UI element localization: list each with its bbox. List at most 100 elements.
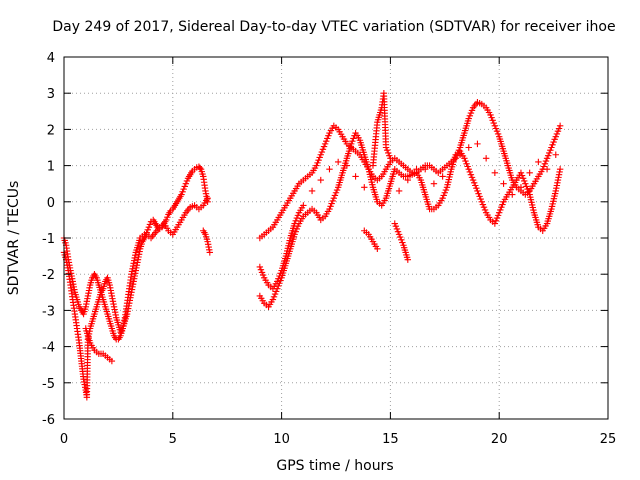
data-point <box>180 185 187 193</box>
data-point <box>291 220 298 227</box>
data-point <box>291 231 298 238</box>
series-early-main <box>60 163 211 343</box>
data-point <box>258 269 266 276</box>
data-point <box>294 212 302 219</box>
data-point <box>474 187 481 195</box>
data-point <box>476 193 483 200</box>
data-point <box>182 180 190 187</box>
data-point <box>276 272 283 280</box>
data-point <box>491 220 499 227</box>
data-point <box>382 144 390 151</box>
data-point <box>543 166 551 173</box>
data-point <box>374 245 381 253</box>
data-point <box>540 163 548 170</box>
x-tick-label: 15 <box>382 432 399 447</box>
data-point <box>144 226 151 234</box>
data-point <box>494 212 502 219</box>
data-point <box>555 125 563 132</box>
data-point <box>292 228 299 235</box>
data-point <box>317 176 324 184</box>
data-point <box>293 225 301 233</box>
data-point <box>206 249 213 256</box>
data-point <box>487 111 494 119</box>
data-point <box>329 197 336 205</box>
data-point <box>146 221 154 228</box>
y-tick-label: -5 <box>42 377 55 392</box>
data-point <box>394 228 402 235</box>
data-point <box>480 204 488 211</box>
data-point <box>327 203 334 210</box>
data-point <box>404 176 412 184</box>
data-point <box>489 117 496 124</box>
data-point <box>361 184 368 191</box>
data-points <box>60 90 564 401</box>
data-point <box>349 137 356 145</box>
y-tick-label: 2 <box>47 123 55 138</box>
data-point <box>277 270 284 277</box>
data-point <box>318 148 326 156</box>
data-point <box>517 169 525 177</box>
data-point <box>164 213 171 221</box>
data-point <box>257 266 265 273</box>
data-point <box>441 189 448 196</box>
y-tick-label: -4 <box>42 341 55 356</box>
data-point <box>319 146 327 153</box>
data-point <box>383 147 391 154</box>
data-point <box>395 231 403 238</box>
data-point <box>543 155 551 162</box>
data-point <box>256 263 264 271</box>
data-point <box>325 132 332 139</box>
data-point <box>497 206 504 214</box>
data-point <box>521 177 528 185</box>
data-point <box>439 194 446 202</box>
data-point <box>461 155 468 162</box>
data-point <box>498 204 505 211</box>
data-point <box>204 194 211 202</box>
data-point <box>393 225 401 233</box>
data-point <box>550 138 557 146</box>
data-point <box>465 115 472 122</box>
data-point <box>474 140 481 148</box>
data-point <box>328 200 335 207</box>
data-point <box>326 205 333 213</box>
data-point <box>542 157 550 165</box>
data-point <box>385 149 392 157</box>
data-point <box>352 173 359 180</box>
data-point <box>541 160 549 167</box>
data-point <box>292 217 299 225</box>
series-late-extra <box>256 90 559 292</box>
data-point <box>259 271 267 279</box>
data-point <box>315 156 322 164</box>
data-point <box>477 195 484 203</box>
data-point <box>499 201 506 208</box>
data-point <box>470 179 478 186</box>
data-point <box>456 151 464 158</box>
data-point <box>553 130 561 138</box>
data-point <box>556 122 564 129</box>
data-point <box>466 112 474 120</box>
data-point <box>330 194 338 202</box>
series-late-branch <box>256 129 564 310</box>
x-tick-label: 20 <box>491 432 508 447</box>
data-point <box>500 180 507 187</box>
data-point <box>493 214 501 222</box>
data-point <box>494 130 502 138</box>
data-point <box>478 198 485 205</box>
series-early-branch <box>60 194 211 401</box>
x-tick-label: 25 <box>600 432 617 447</box>
x-tick-label: 0 <box>60 432 68 447</box>
data-point <box>269 296 277 303</box>
data-point <box>321 140 329 148</box>
data-point <box>442 186 450 194</box>
data-point <box>554 128 562 135</box>
data-point <box>535 158 542 166</box>
data-point <box>108 357 116 365</box>
x-tick-label: 10 <box>273 432 290 447</box>
data-point <box>145 223 153 231</box>
data-point <box>519 175 527 182</box>
data-point <box>544 152 552 159</box>
data-point <box>333 186 341 194</box>
data-point <box>348 140 355 148</box>
data-point <box>313 162 320 169</box>
